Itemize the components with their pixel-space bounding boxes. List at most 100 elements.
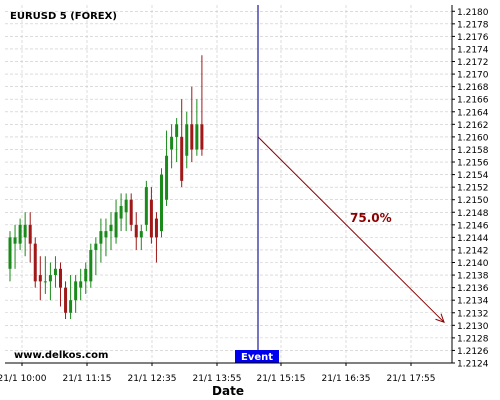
candle <box>89 243 93 288</box>
y-tick-label: 1.2140 <box>457 259 489 269</box>
candle <box>8 231 12 282</box>
candle-body <box>53 268 57 276</box>
y-tick-label: 1.2130 <box>457 322 489 332</box>
y-tick-label: 1.2132 <box>457 309 489 319</box>
y-tick-label: 1.2146 <box>457 221 489 231</box>
projection-layer: 75.0% <box>257 136 445 323</box>
y-tick-label: 1.2124 <box>457 360 489 370</box>
chart-title: EURUSD 5 (FOREX) <box>10 11 117 22</box>
candle <box>33 237 37 288</box>
x-axis-label: Date <box>212 384 244 398</box>
candle-body <box>69 300 73 313</box>
candle <box>149 187 153 244</box>
candle-body <box>38 275 42 282</box>
y-tick-label: 1.2172 <box>457 58 489 68</box>
candle-body <box>180 136 184 181</box>
candle-body <box>43 281 47 283</box>
x-tick-label: 21/1 11:15 <box>62 374 111 384</box>
y-tick-label: 1.2126 <box>457 347 489 357</box>
x-tick-label: 21/1 16:35 <box>321 374 370 384</box>
candle <box>180 99 184 188</box>
candle-body <box>13 237 17 244</box>
candle <box>59 262 62 307</box>
candle <box>124 193 128 232</box>
y-tick-label: 1.2166 <box>457 96 489 106</box>
projection-label: 75.0% <box>350 211 392 225</box>
candle-body <box>200 124 204 150</box>
candle <box>18 218 22 250</box>
candle-body <box>134 224 138 238</box>
y-tick-label: 1.2142 <box>457 246 489 256</box>
y-tick-label: 1.2180 <box>457 8 489 18</box>
candle <box>129 193 133 232</box>
y-tick-label: 1.2128 <box>457 334 489 344</box>
candle-body <box>28 224 32 244</box>
candle <box>94 237 98 276</box>
candle <box>64 281 68 320</box>
candle-body <box>124 199 128 213</box>
candle-body <box>195 124 199 150</box>
candle <box>38 256 42 301</box>
candle-body <box>119 205 123 219</box>
candle <box>144 180 148 232</box>
y-tick-label: 1.2148 <box>457 209 489 219</box>
candle-body <box>114 212 118 238</box>
candle-body <box>74 281 78 301</box>
y-tick-label: 1.2178 <box>457 20 489 30</box>
candle-body <box>23 224 27 238</box>
candle-body <box>84 268 88 282</box>
candle <box>165 130 169 206</box>
event-label: Event <box>241 352 273 363</box>
candle <box>53 256 57 288</box>
candle <box>114 199 118 244</box>
candle <box>28 212 32 263</box>
candle <box>48 262 52 301</box>
y-tick-label: 1.2152 <box>457 184 489 194</box>
x-tick-label: 21/1 13:55 <box>192 374 241 384</box>
candle-body <box>89 249 93 282</box>
watermark-text: www.delkos.com <box>14 350 108 361</box>
candle <box>200 55 204 156</box>
candle <box>13 224 17 269</box>
candle <box>69 275 73 320</box>
candle <box>170 124 174 169</box>
x-tick-label: 21/1 17:55 <box>386 374 435 384</box>
candle <box>74 275 78 313</box>
candle <box>99 218 103 263</box>
candle-body <box>170 136 174 150</box>
y-tick-label: 1.2138 <box>457 272 489 282</box>
y-tick-label: 1.2164 <box>457 108 489 118</box>
candle-body <box>165 155 169 200</box>
candle <box>134 212 138 250</box>
candle <box>43 256 47 294</box>
candle <box>23 212 27 257</box>
candle-body <box>144 187 148 225</box>
candle <box>104 218 108 257</box>
candle-body <box>190 124 194 150</box>
candle-body <box>94 243 98 250</box>
candle-body <box>33 243 37 282</box>
candle-body <box>185 124 189 156</box>
projection-arrowhead <box>435 313 445 323</box>
y-tick-label: 1.2160 <box>457 133 489 143</box>
y-tick-label: 1.2154 <box>457 171 489 181</box>
grid-lines <box>5 5 452 364</box>
candle <box>84 262 88 294</box>
candle <box>154 212 158 263</box>
event-layer: Event <box>235 5 279 363</box>
candle-body <box>109 224 113 232</box>
candle-body <box>59 268 62 288</box>
event-label-box <box>235 350 279 363</box>
x-tick-label: 21/1 10:00 <box>0 374 47 384</box>
projection-line <box>257 136 445 323</box>
y-tick-label: 1.2150 <box>457 196 489 206</box>
candle <box>79 268 83 301</box>
candle-body <box>64 287 68 313</box>
candle-body <box>139 231 143 238</box>
candle-body <box>175 124 179 137</box>
y-tick-label: 1.2170 <box>457 71 489 81</box>
y-tick-label: 1.2162 <box>457 121 489 131</box>
y-tick-label: 1.2168 <box>457 83 489 93</box>
